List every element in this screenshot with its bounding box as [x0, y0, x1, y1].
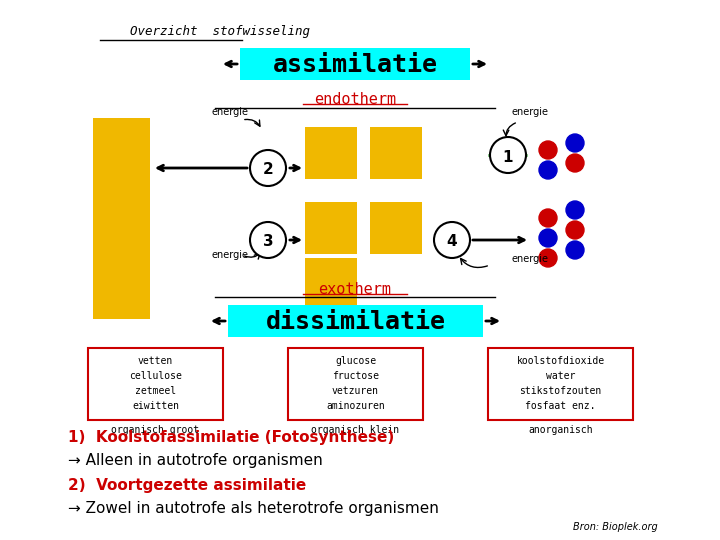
Text: anorganisch: anorganisch: [528, 425, 593, 435]
Text: fructose: fructose: [332, 371, 379, 381]
Text: energie: energie: [212, 250, 248, 260]
Circle shape: [490, 137, 526, 173]
Circle shape: [566, 154, 584, 172]
Text: cellulose: cellulose: [129, 371, 182, 381]
Text: 2: 2: [263, 163, 274, 178]
Bar: [93, 262, 150, 319]
Text: dissimilatie: dissimilatie: [266, 310, 446, 334]
Circle shape: [539, 249, 557, 267]
Text: energie: energie: [512, 254, 549, 264]
Bar: [305, 127, 357, 179]
Bar: [93, 205, 150, 262]
Text: stikstofzouten: stikstofzouten: [519, 386, 602, 396]
FancyBboxPatch shape: [228, 305, 483, 337]
Bar: [370, 127, 422, 179]
Circle shape: [539, 141, 557, 159]
Text: 2)  Voortgezette assimilatie: 2) Voortgezette assimilatie: [68, 478, 306, 493]
Bar: [93, 175, 150, 205]
Circle shape: [539, 229, 557, 247]
Circle shape: [434, 222, 470, 258]
FancyBboxPatch shape: [240, 48, 470, 80]
Text: → Zowel in autotrofe als heterotrofe organismen: → Zowel in autotrofe als heterotrofe org…: [68, 501, 439, 516]
Bar: [93, 118, 150, 175]
Text: zetmeel: zetmeel: [135, 386, 176, 396]
Text: organisch groot: organisch groot: [112, 425, 199, 435]
Circle shape: [539, 209, 557, 227]
Text: organisch klein: organisch klein: [312, 425, 400, 435]
Text: water: water: [546, 371, 575, 381]
Text: 1)  Koolstofassimilatie (Fotosynthese): 1) Koolstofassimilatie (Fotosynthese): [68, 430, 395, 445]
Circle shape: [539, 161, 557, 179]
Text: Overzicht  stofwisseling: Overzicht stofwisseling: [130, 25, 310, 38]
Text: vetten: vetten: [138, 356, 173, 366]
FancyBboxPatch shape: [288, 348, 423, 420]
Text: vetzuren: vetzuren: [332, 386, 379, 396]
Circle shape: [566, 221, 584, 239]
Text: → Alleen in autotrofe organismen: → Alleen in autotrofe organismen: [68, 453, 323, 468]
Text: assimilatie: assimilatie: [272, 53, 438, 77]
Text: energie: energie: [512, 107, 549, 117]
Circle shape: [250, 222, 286, 258]
Circle shape: [566, 241, 584, 259]
Text: energie: energie: [212, 107, 248, 117]
Text: Bron: Bioplek.org: Bron: Bioplek.org: [573, 522, 658, 532]
FancyBboxPatch shape: [88, 348, 223, 420]
FancyBboxPatch shape: [488, 348, 633, 420]
Text: exotherm: exotherm: [318, 282, 392, 298]
Bar: [370, 202, 422, 254]
Text: eiwitten: eiwitten: [132, 401, 179, 411]
Bar: [305, 258, 357, 310]
Text: aminozuren: aminozuren: [326, 401, 385, 411]
Text: fosfaat enz.: fosfaat enz.: [526, 401, 595, 411]
Text: endotherm: endotherm: [314, 92, 396, 107]
Text: glucose: glucose: [335, 356, 376, 366]
Circle shape: [566, 201, 584, 219]
Text: 4: 4: [446, 234, 457, 249]
Circle shape: [566, 134, 584, 152]
Circle shape: [250, 150, 286, 186]
Text: 3: 3: [263, 234, 274, 249]
Text: 1: 1: [503, 150, 513, 165]
Bar: [305, 202, 357, 254]
Text: koolstofdioxide: koolstofdioxide: [516, 356, 605, 366]
